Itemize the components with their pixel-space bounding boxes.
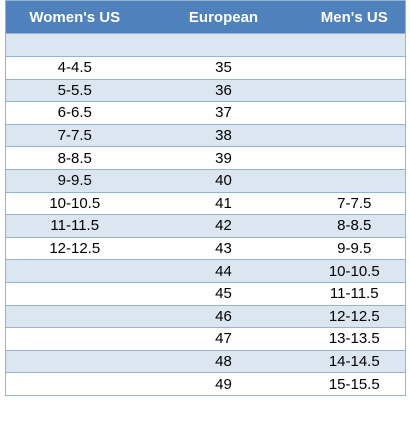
table-row: 7-7.5 38 <box>5 123 406 147</box>
table-cell: 7-7.5 <box>5 123 144 147</box>
size-table: Women's US European Men's US 4-4.5 35 5-5.5 3… <box>5 0 406 396</box>
table-cell: 47 <box>143 327 304 351</box>
table-cell: 9-9.5 <box>5 168 144 193</box>
table-body: 4-4.5 35 5-5.5 36 6-6.5 37 7-7.5 38 8-8.5 39 9-9.5… <box>5 33 406 396</box>
table-cell: 5-5.5 <box>5 78 144 102</box>
table-cell: 37 <box>143 101 304 125</box>
table-cell: 48 <box>143 349 304 373</box>
empty-cell <box>303 123 406 147</box>
table-container: Women's US European Men's US 4-4.5 35 5-5.5 3… <box>5 0 406 396</box>
table-cell: 15-15.5 <box>303 372 406 396</box>
table-cell: 4-4.5 <box>5 56 144 80</box>
table-cell: 11-11.5 <box>5 214 144 238</box>
header-row: Women's US European Men's US <box>5 0 406 34</box>
empty-cell <box>143 33 304 57</box>
table-cell: 9-9.5 <box>303 236 406 260</box>
empty-cell <box>303 101 406 125</box>
table-cell: 14-14.5 <box>303 349 406 373</box>
table-row: 9-9.5 40 <box>5 168 406 193</box>
table-row: 8-8.5 39 <box>5 146 406 170</box>
table-cell: 7-7.5 <box>303 191 406 215</box>
table-cell: 6-6.5 <box>5 101 144 125</box>
table-row: 6-6.5 37 <box>5 101 406 125</box>
table-cell: 12-12.5 <box>303 304 406 328</box>
table-cell: 10-10.5 <box>5 191 144 215</box>
empty-cell <box>5 281 144 306</box>
empty-cell <box>303 33 406 57</box>
table-cell: 42 <box>143 214 304 238</box>
table-cell: 10-10.5 <box>303 259 406 283</box>
table-cell: 39 <box>143 146 304 170</box>
table-cell: 46 <box>143 304 304 328</box>
table-cell: 36 <box>143 78 304 102</box>
empty-cell <box>5 259 144 283</box>
empty-cell <box>5 372 144 396</box>
table-row: 46 12-12.5 <box>5 304 406 328</box>
table-row: 48 14-14.5 <box>5 349 406 373</box>
empty-cell <box>303 168 406 193</box>
table-row: 5-5.5 36 <box>5 78 406 102</box>
table-cell: 40 <box>143 168 304 193</box>
table-cell: 8-8.5 <box>303 214 406 238</box>
column-header: European <box>143 0 304 34</box>
table-cell: 12-12.5 <box>5 236 144 260</box>
empty-cell <box>5 327 144 351</box>
table-row: 45 11-11.5 <box>5 281 406 306</box>
empty-cell <box>303 78 406 102</box>
empty-cell <box>5 304 144 328</box>
empty-cell <box>5 349 144 373</box>
table-row: 11-11.5 42 8-8.5 <box>5 214 406 238</box>
table-cell: 13-13.5 <box>303 327 406 351</box>
table-row: 44 10-10.5 <box>5 259 406 283</box>
column-header: Women's US <box>5 0 144 34</box>
table-row <box>5 33 406 57</box>
table-cell: 43 <box>143 236 304 260</box>
table-cell: 41 <box>143 191 304 215</box>
table-row: 12-12.5 43 9-9.5 <box>5 236 406 260</box>
table-cell: 35 <box>143 56 304 80</box>
empty-cell <box>303 146 406 170</box>
column-header: Men's US <box>303 0 406 34</box>
table-row: 10-10.5 41 7-7.5 <box>5 191 406 215</box>
table-cell: 8-8.5 <box>5 146 144 170</box>
table-cell: 45 <box>143 281 304 306</box>
table-cell: 49 <box>143 372 304 396</box>
empty-cell <box>5 33 144 57</box>
table-row: 4-4.5 35 <box>5 56 406 80</box>
table-row: 49 15-15.5 <box>5 372 406 396</box>
table-cell: 44 <box>143 259 304 283</box>
empty-cell <box>303 56 406 80</box>
table-cell: 11-11.5 <box>303 281 406 306</box>
table-cell: 38 <box>143 123 304 147</box>
table-row: 47 13-13.5 <box>5 327 406 351</box>
